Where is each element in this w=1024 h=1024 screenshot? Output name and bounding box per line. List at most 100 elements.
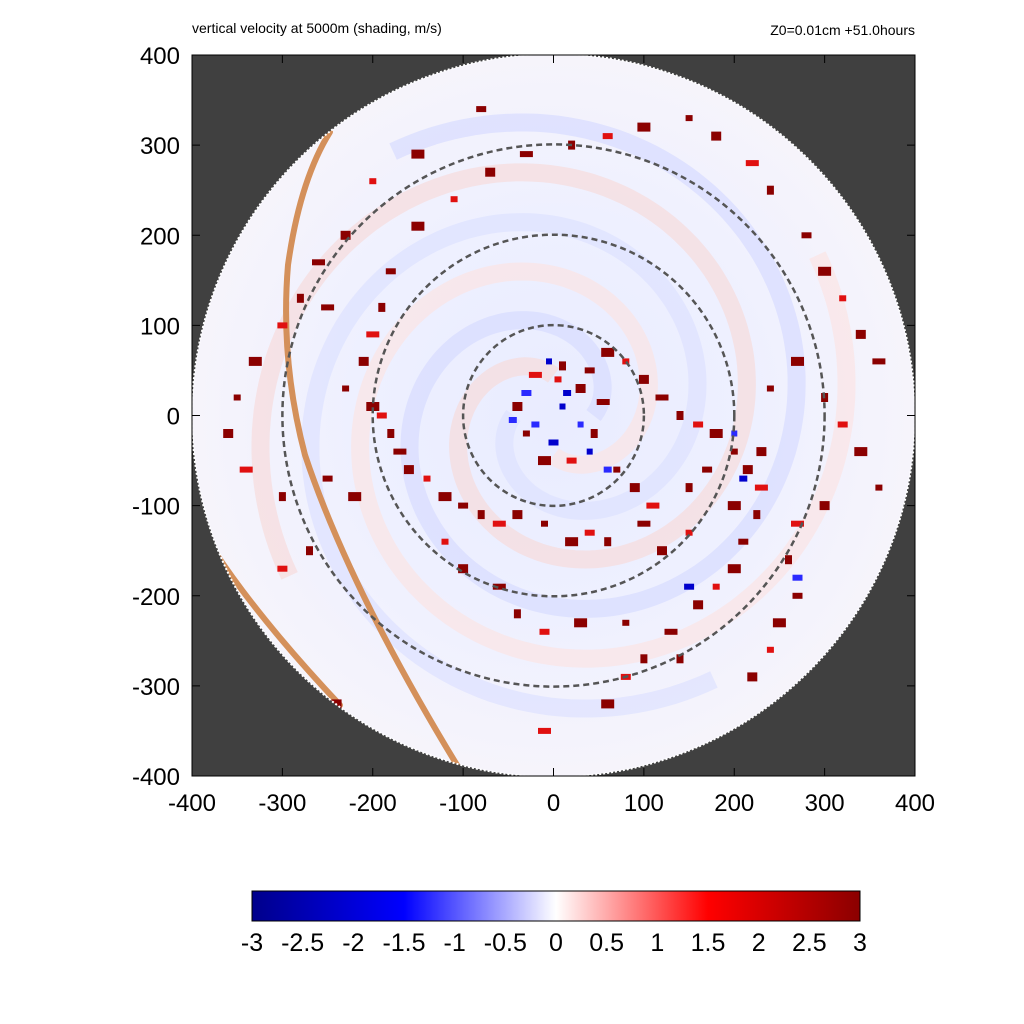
updraft-cell: [411, 149, 425, 159]
downdraft-cell: [563, 390, 572, 396]
updraft-cell: [702, 466, 713, 473]
updraft-cell: [492, 583, 506, 590]
updraft-cell: [727, 564, 741, 574]
updraft-cell: [423, 475, 431, 482]
updraft-cell: [613, 466, 621, 473]
colorbar-tick-label: -0.5: [484, 929, 527, 957]
colorbar-tick-label: -2: [342, 929, 364, 957]
updraft-cell: [476, 106, 487, 113]
downdraft-cell: [559, 403, 566, 410]
range-rings: [281, 143, 826, 688]
updraft-cell: [411, 221, 425, 231]
updraft-cell: [223, 429, 234, 438]
x-tick-label: -200: [349, 790, 397, 817]
updraft-cell: [693, 600, 704, 610]
updraft-cell: [839, 295, 847, 302]
updraft-cell: [629, 483, 640, 493]
updraft-cell: [321, 304, 335, 311]
updraft-cell: [393, 448, 407, 455]
model-domain-disk: [192, 55, 915, 776]
updraft-cell: [676, 411, 684, 420]
updraft-cell: [513, 609, 521, 619]
colorbar-tick-label: 1.5: [691, 929, 726, 957]
updraft-cell: [622, 358, 630, 365]
axes: -400 -300 -200 -100 0 100 200 300 400 400 300 200 10…: [132, 43, 935, 817]
updraft-cell: [528, 371, 542, 378]
updraft-cell: [366, 402, 380, 411]
coastline: [283, 129, 463, 773]
updraft-cell: [602, 133, 613, 140]
updraft-cell: [766, 646, 774, 653]
updraft-cell: [519, 151, 533, 158]
updraft-cell: [711, 131, 722, 141]
y-tick-label: -200: [132, 584, 180, 611]
colorbar: -3 -2.5 -2 -1.5 -1 -0.5 0 0.5 1 1.5 2 2.5 3: [241, 890, 867, 957]
x-tick-label: 300: [805, 790, 845, 817]
y-tick-label: 200: [140, 223, 180, 250]
updraft-cell: [538, 456, 551, 466]
updraft-cell: [638, 374, 649, 384]
updraft-cell: [738, 538, 749, 545]
updraft-cell: [312, 259, 325, 266]
updraft-cell: [766, 385, 774, 392]
colorbar-tick-label: -1: [444, 929, 466, 957]
downdraft-cell: [508, 417, 517, 423]
updraft-cell: [685, 483, 693, 493]
updraft-cell: [566, 457, 577, 464]
downdraft-cell: [548, 439, 559, 446]
colorbar-bar: [251, 890, 861, 922]
y-tick-label: 100: [140, 313, 180, 340]
downdraft-cell: [792, 574, 803, 581]
updraft-cell: [458, 502, 469, 509]
updraft-cell: [685, 529, 693, 536]
updraft-cell: [646, 502, 660, 509]
downdraft-cell: [603, 466, 612, 473]
updraft-cell: [565, 537, 579, 547]
updraft-cell: [450, 196, 458, 203]
updraft-cell: [366, 331, 380, 338]
x-tick-label: 100: [624, 790, 664, 817]
updraft-cell: [477, 510, 485, 520]
updraft-cell: [664, 628, 678, 635]
updraft-cell: [378, 302, 386, 312]
updraft-cell: [277, 322, 288, 329]
updraft-cell: [322, 475, 333, 482]
colorbar-tick-label: -3: [241, 929, 263, 957]
updraft-cell: [601, 699, 615, 709]
updraft-cell: [801, 232, 812, 239]
y-tick-label: 0: [167, 404, 180, 431]
colorbar-tick-label: 1: [650, 929, 664, 957]
x-tick-label: 400: [895, 790, 935, 817]
range-ring: [461, 323, 646, 508]
colorbar-tick-label: 3: [853, 929, 867, 957]
updraft-cell: [584, 529, 595, 536]
updraft-cell: [792, 592, 803, 599]
updraft-cell: [676, 654, 684, 664]
velocity-field: [192, 55, 915, 776]
updraft-cell: [685, 115, 693, 122]
updraft-cell: [712, 583, 720, 590]
updraft-cell: [541, 520, 548, 527]
updraft-cell: [574, 618, 588, 628]
updraft-cell: [385, 268, 396, 275]
updraft-cell: [791, 520, 804, 527]
updraft-cell: [441, 538, 449, 545]
updraft-cell: [745, 160, 759, 167]
updraft-cell: [233, 394, 241, 401]
updraft-cell: [512, 510, 523, 520]
updraft-cell: [369, 178, 377, 185]
x-tick-label: -100: [439, 790, 487, 817]
colorbar-tick-label: 2.5: [792, 929, 827, 957]
updraft-cell: [485, 167, 496, 177]
updraft-cell: [348, 492, 362, 502]
updraft-cell: [601, 347, 615, 357]
range-ring: [371, 233, 736, 598]
updraft-cell: [772, 618, 786, 628]
updraft-cell: [387, 429, 395, 438]
updraft-cell: [693, 421, 704, 428]
updraft-cell: [575, 384, 586, 393]
updraft-cell: [376, 412, 387, 419]
updraft-cell: [458, 564, 469, 574]
y-tick-label: 400: [140, 43, 180, 70]
x-tick-label: 200: [714, 790, 754, 817]
